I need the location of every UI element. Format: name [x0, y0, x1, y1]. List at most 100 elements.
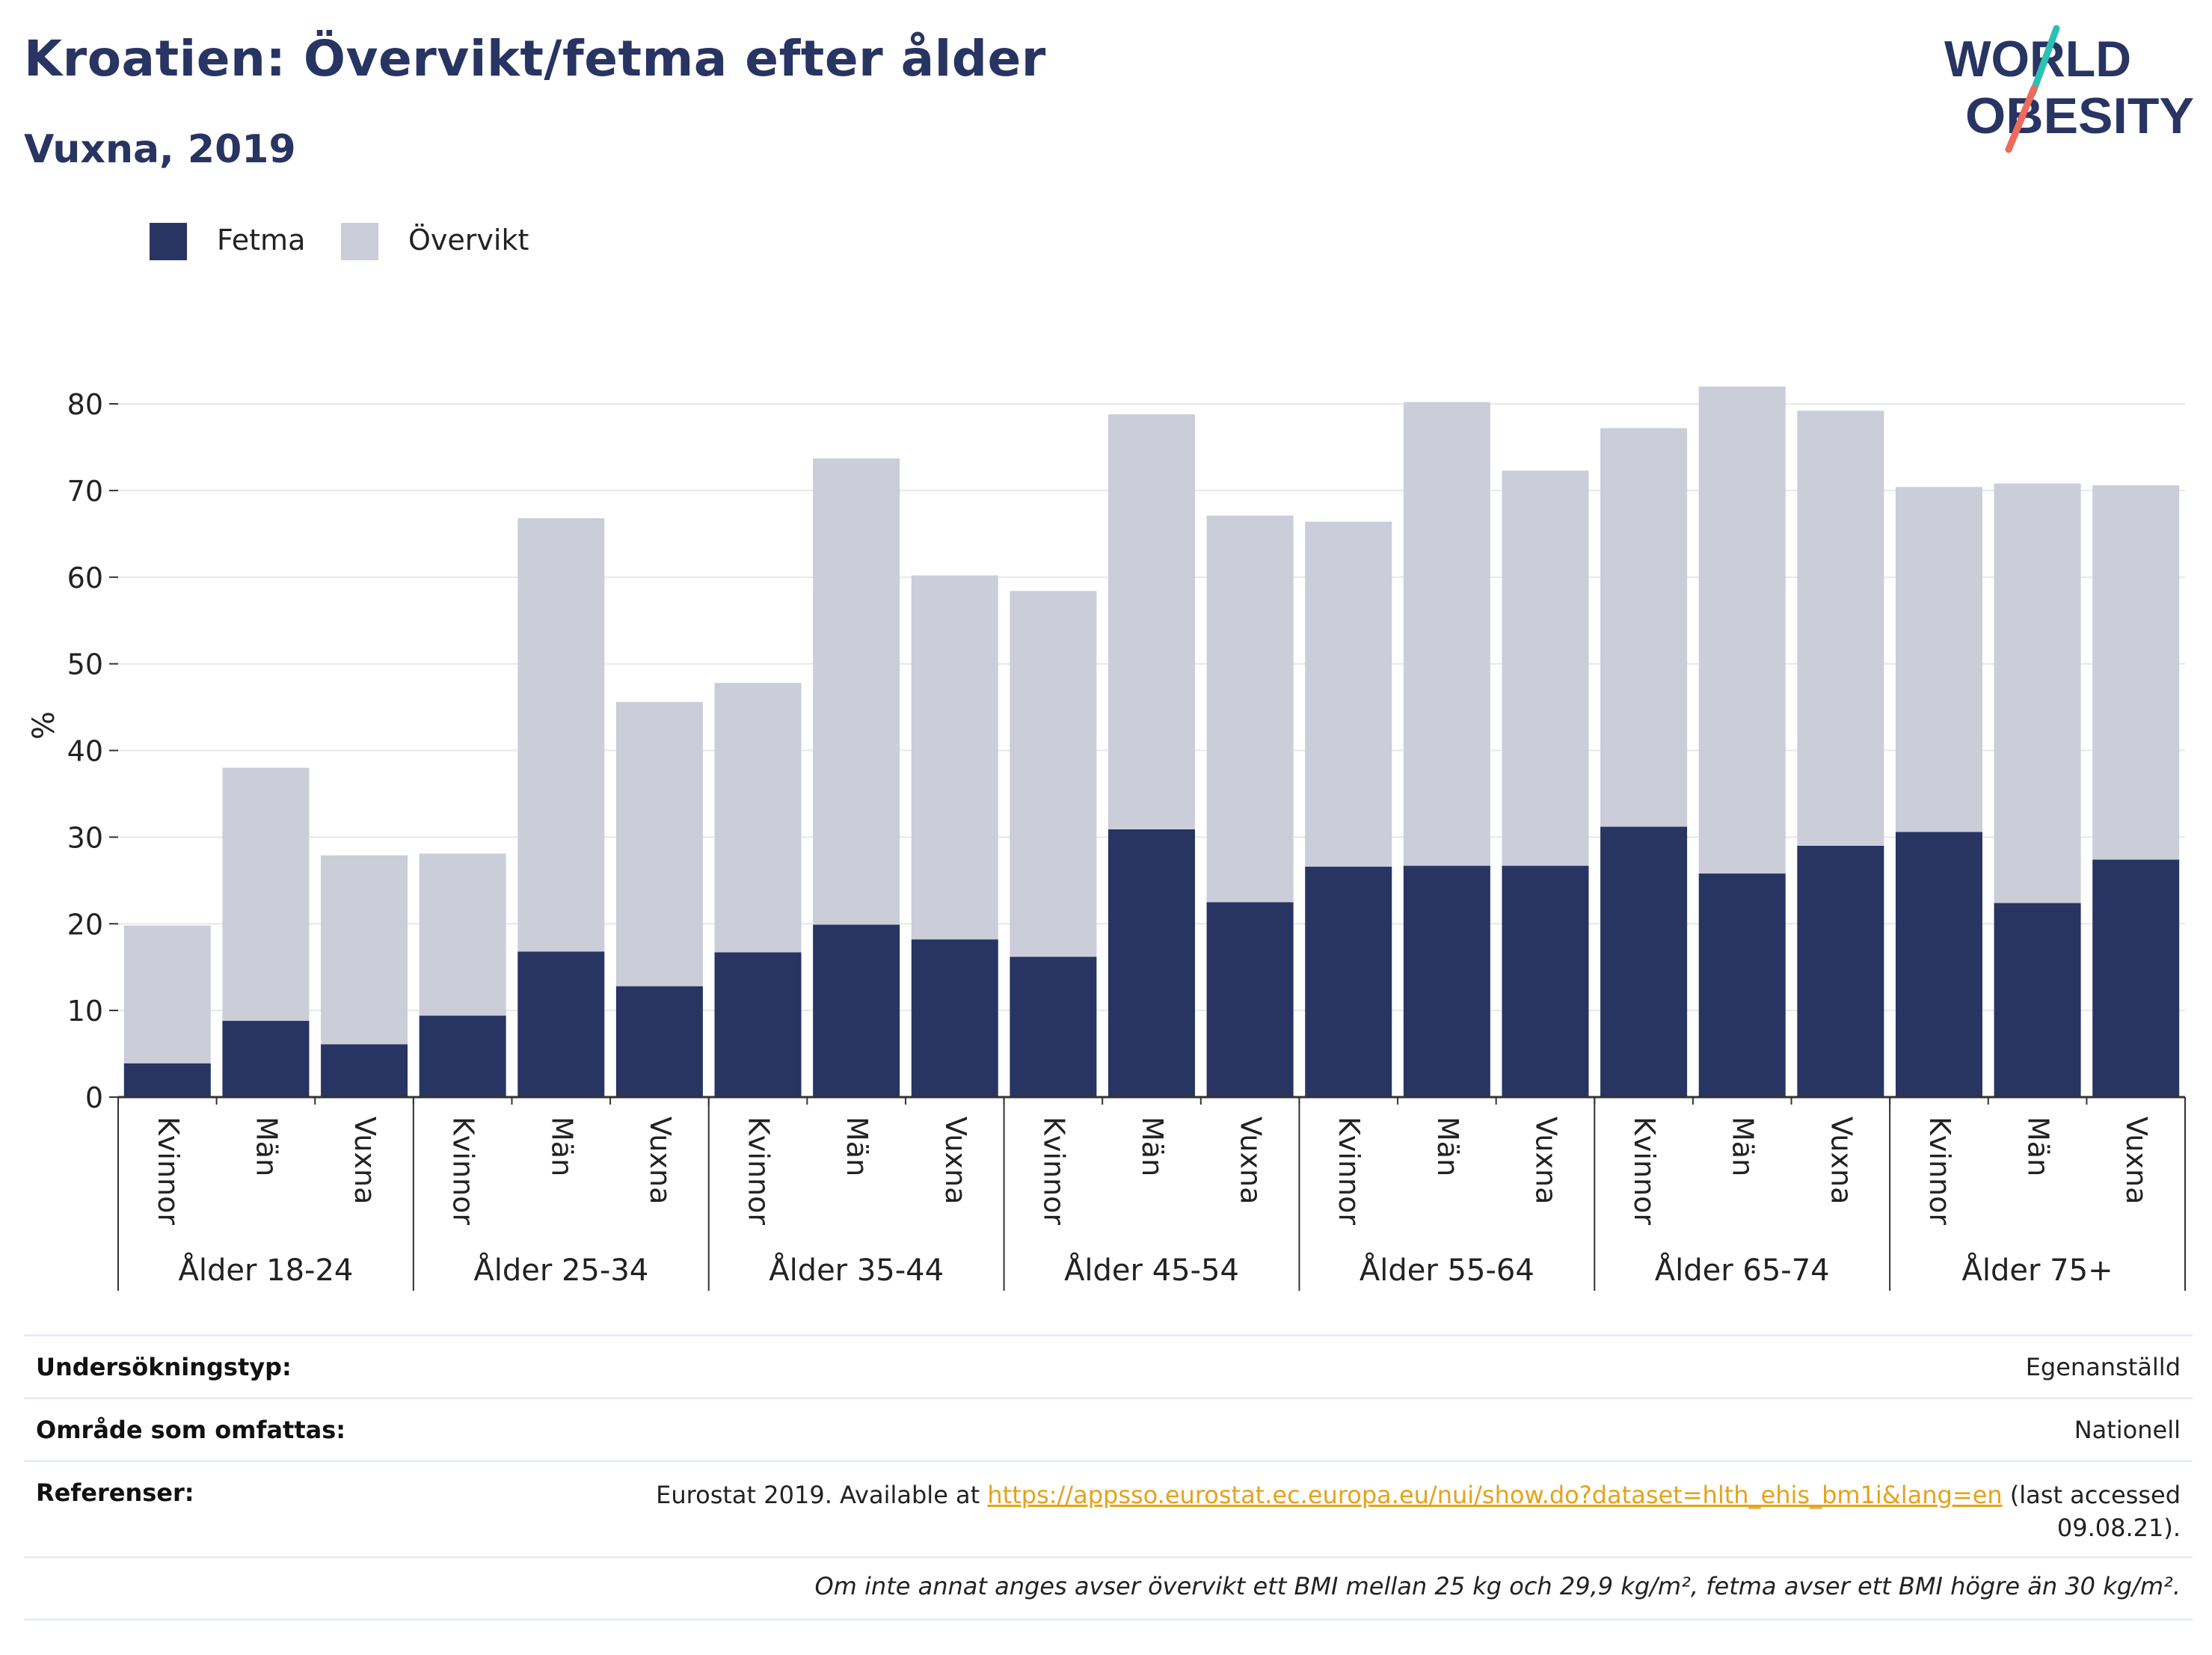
category-label-5-1: Män	[1727, 1117, 1760, 1176]
group-label-1: Ålder 25-34	[473, 1252, 648, 1288]
references-value: Eurostat 2019. Available at https://apps…	[610, 1479, 2181, 1544]
bar-fetma-0-0[interactable]	[123, 1063, 211, 1097]
category-label-4-1: Män	[1431, 1117, 1464, 1176]
bar-fetma-6-1[interactable]	[1994, 903, 2081, 1097]
bar-overvikt-0-2[interactable]	[321, 855, 408, 1045]
bar-fetma-0-1[interactable]	[222, 1021, 310, 1097]
bar-overvikt-4-0[interactable]	[1305, 521, 1392, 867]
y-tick-label: 0	[85, 1081, 103, 1114]
logo-slash-bottom	[2005, 85, 2038, 153]
y-tick-label: 60	[67, 562, 103, 595]
group-label-3: Ålder 45-54	[1064, 1252, 1239, 1288]
page-subtitle: Vuxna, 2019	[24, 127, 296, 172]
category-label-2-0: Kvinnor	[743, 1117, 775, 1225]
references-suffix: (last accessed	[2009, 1481, 2181, 1509]
bar-fetma-3-1[interactable]	[1108, 829, 1195, 1097]
y-tick-label: 10	[67, 995, 103, 1028]
group-label-2: Ålder 35-44	[769, 1252, 944, 1288]
coverage-value: Nationell	[2074, 1416, 2181, 1444]
y-tick-label: 20	[67, 908, 103, 941]
bar-fetma-6-0[interactable]	[1895, 832, 1982, 1097]
category-label-6-1: Män	[2022, 1117, 2055, 1176]
survey-type-label: Undersökningstyp:	[36, 1353, 292, 1381]
y-tick-label: 50	[67, 648, 103, 681]
category-label-5-0: Kvinnor	[1628, 1117, 1661, 1225]
bar-overvikt-1-0[interactable]	[419, 853, 506, 1016]
info-row-references: Referenser: Eurostat 2019. Available at …	[24, 1460, 2193, 1556]
category-label-2-1: Män	[841, 1117, 873, 1176]
category-label-3-0: Kvinnor	[1037, 1117, 1070, 1225]
references-date: 09.08.21).	[2056, 1514, 2181, 1542]
bar-overvikt-5-1[interactable]	[1698, 386, 1786, 874]
footnote: Om inte annat anges avser övervikt ett B…	[814, 1572, 2181, 1600]
category-label-1-0: Kvinnor	[447, 1117, 480, 1225]
bar-fetma-2-2[interactable]	[911, 939, 998, 1097]
bar-fetma-6-2[interactable]	[2092, 859, 2180, 1097]
bar-fetma-2-1[interactable]	[813, 924, 900, 1097]
logo-text-obesity: OBESITY	[1965, 87, 2194, 144]
bar-fetma-1-2[interactable]	[615, 986, 703, 1097]
bar-overvikt-3-2[interactable]	[1206, 515, 1294, 903]
category-label-0-2: Vuxna	[348, 1117, 381, 1204]
bar-overvikt-4-1[interactable]	[1403, 402, 1490, 866]
category-label-4-2: Vuxna	[1529, 1117, 1562, 1204]
group-label-0: Ålder 18-24	[178, 1252, 353, 1288]
survey-type-value: Egenanställd	[2025, 1353, 2181, 1381]
coverage-label: Område som omfattas:	[36, 1416, 346, 1444]
info-row-coverage: Område som omfattas: Nationell	[24, 1397, 2193, 1460]
y-tick-label: 30	[67, 821, 103, 854]
bar-fetma-5-1[interactable]	[1698, 873, 1786, 1097]
bar-fetma-4-1[interactable]	[1403, 865, 1490, 1097]
bar-fetma-4-0[interactable]	[1305, 866, 1392, 1097]
group-label-6: Ålder 75+	[1962, 1252, 2113, 1288]
bar-overvikt-5-0[interactable]	[1600, 428, 1688, 827]
y-tick-label: 40	[67, 735, 103, 768]
bar-overvikt-6-1[interactable]	[1994, 483, 2081, 903]
group-label-4: Ålder 55-64	[1360, 1252, 1534, 1288]
bar-fetma-3-0[interactable]	[1010, 957, 1097, 1097]
category-label-0-1: Män	[250, 1117, 283, 1176]
bar-overvikt-2-2[interactable]	[911, 575, 998, 940]
bar-overvikt-3-1[interactable]	[1108, 414, 1195, 829]
bar-fetma-5-2[interactable]	[1797, 845, 1884, 1097]
bar-overvikt-6-0[interactable]	[1895, 487, 1982, 832]
info-row-survey-type: Undersökningstyp: Egenanställd	[24, 1334, 2193, 1397]
bar-fetma-0-2[interactable]	[321, 1044, 408, 1097]
references-label: Referenser:	[36, 1479, 194, 1507]
bar-overvikt-5-2[interactable]	[1797, 411, 1884, 846]
category-label-3-1: Män	[1136, 1117, 1169, 1176]
category-label-3-2: Vuxna	[1235, 1117, 1268, 1204]
bar-fetma-3-2[interactable]	[1206, 902, 1294, 1097]
category-label-1-1: Män	[545, 1117, 578, 1176]
legend-label-overvikt: Övervikt	[408, 224, 529, 257]
bar-overvikt-4-2[interactable]	[1502, 470, 1589, 866]
bar-overvikt-0-1[interactable]	[222, 767, 310, 1022]
bar-fetma-2-0[interactable]	[714, 952, 802, 1097]
bar-fetma-5-0[interactable]	[1600, 826, 1688, 1097]
legend-swatch-fetma	[150, 223, 187, 260]
bar-overvikt-0-0[interactable]	[123, 925, 211, 1063]
axes: 0 10 20 30 40 50 60 70 80 Kvinnor Män Vuxna Ålder 18…	[67, 388, 2186, 1291]
references-link[interactable]: https://appsso.eurostat.ec.europa.eu/nui…	[987, 1481, 2003, 1509]
info-table: Undersökningstyp: Egenanställd Område so…	[24, 1334, 2193, 1621]
category-label-0-0: Kvinnor	[152, 1117, 185, 1225]
bar-overvikt-2-0[interactable]	[714, 683, 802, 953]
world-obesity-logo: WORLD OBESITY	[1944, 25, 2194, 153]
bar-overvikt-1-2[interactable]	[615, 701, 703, 986]
bar-overvikt-6-2[interactable]	[2092, 485, 2180, 860]
bar-fetma-4-2[interactable]	[1502, 865, 1589, 1097]
bar-overvikt-2-1[interactable]	[813, 458, 900, 925]
category-label-4-0: Kvinnor	[1333, 1117, 1365, 1225]
bar-fetma-1-1[interactable]	[517, 951, 605, 1097]
page-title: Kroatien: Övervikt/fetma efter ålder	[24, 30, 1046, 87]
y-tick-label: 80	[67, 388, 103, 421]
bars	[123, 386, 2180, 1097]
bar-overvikt-1-1[interactable]	[517, 518, 605, 952]
category-label-5-2: Vuxna	[1825, 1117, 1858, 1204]
stacked-bar-chart: 0 10 20 30 40 50 60 70 80 Kvinnor Män Vuxna Ålder 18…	[27, 386, 2186, 1291]
logo-slash-top	[2029, 25, 2060, 97]
bar-overvikt-3-0[interactable]	[1010, 591, 1097, 957]
legend-swatch-overvikt	[341, 223, 378, 260]
bar-fetma-1-0[interactable]	[419, 1016, 506, 1097]
group-label-5: Ålder 65-74	[1655, 1252, 1830, 1288]
